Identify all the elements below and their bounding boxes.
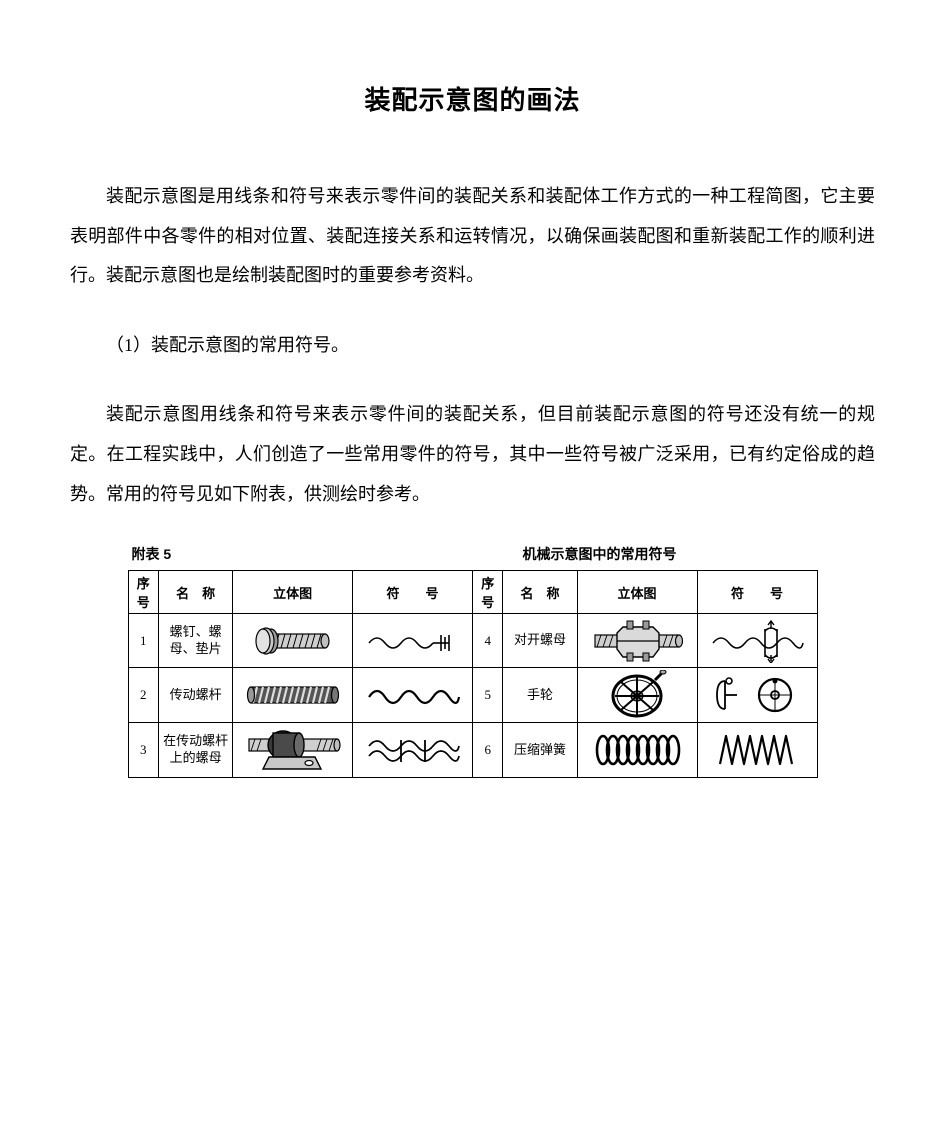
th-idx-left: 序号 (128, 571, 159, 614)
cell-3d-bolt (233, 614, 353, 668)
th-name-left: 名 称 (159, 571, 233, 614)
cell-sym-leadscrew (353, 668, 473, 723)
cell-3d-spring (577, 723, 697, 778)
cell-sym-spring (697, 723, 817, 778)
th-name-right: 名 称 (503, 571, 577, 614)
cell-name: 传动螺杆 (159, 668, 233, 723)
appendix-label: 附表 5 (132, 544, 172, 564)
cell-idx: 5 (472, 668, 503, 723)
cell-idx: 3 (128, 723, 159, 778)
cell-idx: 6 (472, 723, 503, 778)
th-idx-right: 序号 (472, 571, 503, 614)
cell-name: 在传动螺杆上的螺母 (159, 723, 233, 778)
nut-on-screw-symbol-icon (363, 732, 463, 768)
symbols-table: 序号 名 称 立体图 符 号 序号 名 称 立体图 符 号 1 螺钉、螺母、垫片 (128, 570, 818, 778)
th-sym-left: 符 号 (353, 571, 473, 614)
section-heading-1: （1）装配示意图的常用符号。 (70, 326, 875, 366)
paragraph-symbols: 装配示意图用线条和符号来表示零件间的装配关系，但目前装配示意图的符号还没有统一的… (70, 395, 875, 514)
leadscrew-3d-icon (243, 675, 343, 715)
cell-3d-leadscrew (233, 668, 353, 723)
spring-symbol-icon (712, 730, 802, 770)
nut-on-screw-3d-icon (243, 725, 343, 775)
handwheel-3d-icon (597, 670, 677, 720)
table-row: 1 螺钉、螺母、垫片 (128, 614, 817, 668)
bolt-symbol-icon (363, 625, 463, 657)
symbols-table-wrap: 附表 5 机械示意图中的常用符号 . 序号 名 称 立体图 符 号 序号 名 称… (128, 544, 818, 778)
cell-3d-handwheel (577, 668, 697, 723)
handwheel-symbol-icon (707, 673, 807, 717)
table-row: 2 传动螺杆 (128, 668, 817, 723)
cell-sym-nut-on-screw (353, 723, 473, 778)
split-nut-3d-icon (587, 617, 687, 665)
cell-name: 压缩弹簧 (503, 723, 577, 778)
table-title: 机械示意图中的常用符号 (523, 544, 677, 564)
cell-name: 手轮 (503, 668, 577, 723)
cell-idx: 4 (472, 614, 503, 668)
table-header-row: 序号 名 称 立体图 符 号 序号 名 称 立体图 符 号 (128, 571, 817, 614)
cell-sym-handwheel (697, 668, 817, 723)
split-nut-symbol-icon (707, 619, 807, 663)
cell-3d-nut-on-screw (233, 723, 353, 778)
spring-3d-icon (589, 728, 685, 772)
cell-idx: 2 (128, 668, 159, 723)
cell-3d-split-nut (577, 614, 697, 668)
cell-name: 对开螺母 (503, 614, 577, 668)
cell-sym-bolt (353, 614, 473, 668)
cell-sym-split-nut (697, 614, 817, 668)
table-row: 3 在传动螺杆上的螺母 (128, 723, 817, 778)
leadscrew-symbol-icon (363, 681, 463, 709)
th-sym-right: 符 号 (697, 571, 817, 614)
bolt-3d-icon (245, 618, 341, 664)
paragraph-intro: 装配示意图是用线条和符号来表示零件间的装配关系和装配体工作方式的一种工程简图，它… (70, 177, 875, 296)
cell-name: 螺钉、螺母、垫片 (159, 614, 233, 668)
th-3d-left: 立体图 (233, 571, 353, 614)
th-3d-right: 立体图 (577, 571, 697, 614)
cell-idx: 1 (128, 614, 159, 668)
page-title: 装配示意图的画法 (70, 80, 875, 117)
